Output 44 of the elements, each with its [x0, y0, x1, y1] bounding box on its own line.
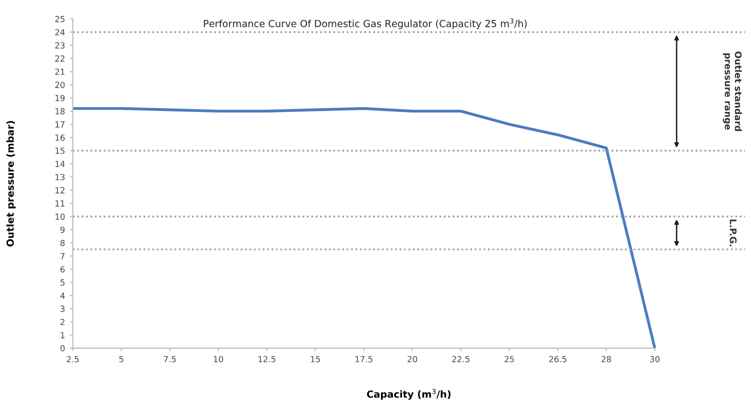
x-tick-label: 10 — [214, 356, 224, 362]
x-tick-label: 25 — [504, 356, 514, 362]
y-tick-label: 21 — [55, 68, 64, 75]
y-tick-label: 3 — [60, 306, 65, 312]
x-tick-label: 28 — [602, 356, 612, 362]
y-tick-label: 0 — [60, 345, 65, 352]
x-tick-label: 7.5 — [164, 356, 176, 362]
text: Outlet standard pressure range — [722, 51, 742, 132]
y-tick-label: 5 — [60, 279, 64, 286]
y-tick-label: 17 — [56, 121, 64, 128]
y-tick-label: 23 — [55, 42, 65, 49]
y-tick-label: 13 — [56, 174, 65, 180]
y-tick-label: 24 — [55, 29, 65, 36]
y-tick-label: 6 — [60, 266, 65, 272]
x-axis-title: Capacity (m$^{3}$/h) — [366, 388, 451, 400]
y-tick-label: 11 — [56, 200, 64, 206]
x-tick-label: 15 — [310, 356, 320, 362]
x-tick-label: 20 — [408, 356, 418, 362]
y-tick-label: 20 — [55, 82, 65, 88]
text: L.P.G. — [730, 220, 737, 246]
y-tick-label: 8 — [60, 240, 65, 246]
y-tick-label: 12 — [56, 187, 64, 194]
y-tick-label: 9 — [60, 226, 65, 233]
y-tick-label: 22 — [55, 55, 64, 62]
y-tick-label: 1 — [60, 332, 64, 338]
chart-title: Performance Curve Of Domestic Gas Regulator (Capacity 25 m$^{3}$/h) — [204, 18, 527, 30]
x-tick-label: 26.5 — [549, 356, 566, 362]
x-tick-label: 5 — [119, 356, 124, 362]
y-tick-label: 25 — [55, 16, 64, 22]
y-axis-title: Outlet pressure (mbar) — [6, 121, 16, 246]
y-tick-label: 15 — [56, 148, 64, 154]
y-tick-label: 2 — [60, 318, 64, 326]
x-tick-label: 17.5 — [355, 356, 372, 362]
y-tick-label: 10 — [56, 213, 65, 220]
y-tick-label: 18 — [56, 108, 65, 114]
y-tick-label: 14 — [56, 160, 65, 167]
y-tick-label: 4 — [60, 292, 65, 299]
x-tick-label: 30 — [650, 356, 660, 362]
y-tick-label: 7 — [60, 253, 64, 260]
y-tick-label: 19 — [56, 94, 65, 102]
x-tick-label: 2.5 — [66, 356, 79, 362]
x-tick-label: 12.5 — [258, 356, 276, 362]
y-tick-label: 16 — [56, 134, 65, 141]
x-tick-label: 22.5 — [452, 356, 470, 362]
